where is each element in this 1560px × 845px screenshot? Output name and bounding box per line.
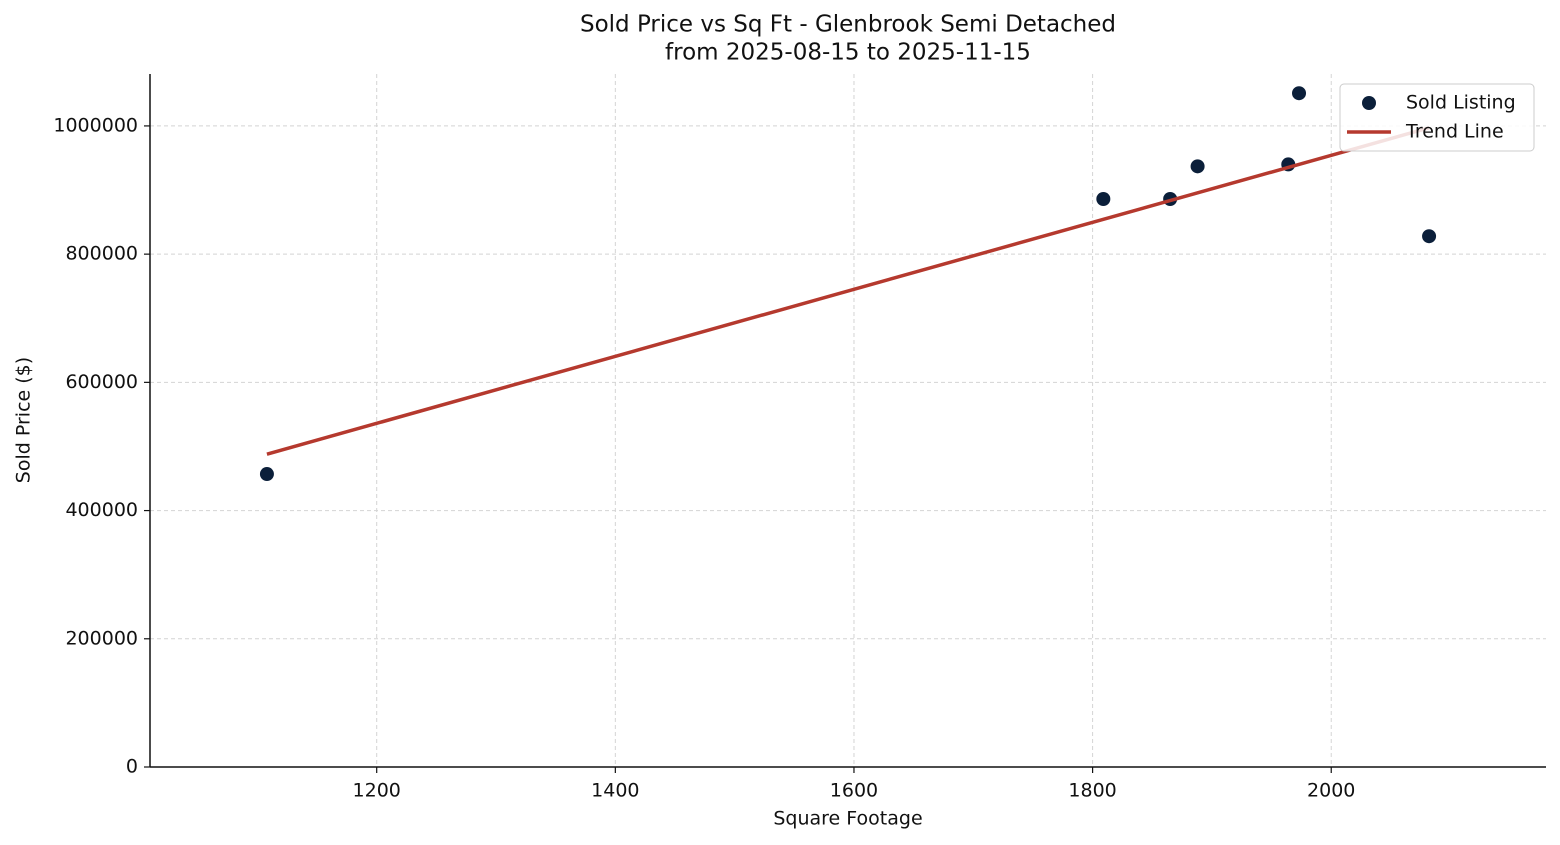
y-tick-label: 600000 — [65, 371, 138, 393]
legend-label: Sold Listing — [1406, 92, 1516, 114]
data-point — [1190, 159, 1205, 174]
y-tick-label: 0 — [126, 756, 138, 778]
y-tick-label: 400000 — [65, 499, 138, 521]
y-axis-label: Sold Price ($) — [13, 357, 35, 483]
y-tick-label: 800000 — [65, 243, 138, 265]
data-point — [1422, 229, 1437, 244]
data-point — [1096, 192, 1111, 207]
x-tick-label: 1800 — [1068, 780, 1116, 802]
data-point — [259, 467, 274, 482]
legend-label: Trend Line — [1405, 121, 1504, 143]
chart-subtitle: from 2025-08-15 to 2025-11-15 — [665, 40, 1031, 66]
x-tick-label: 1200 — [353, 780, 401, 802]
chart-title: Sold Price vs Sq Ft - Glenbrook Semi Det… — [580, 12, 1116, 38]
x-tick-label: 1400 — [591, 780, 639, 802]
legend: Sold Listing Trend Line — [1339, 83, 1535, 152]
trend-line — [266, 126, 1430, 456]
y-tick-label: 1000000 — [53, 114, 138, 136]
y-tick-label: 200000 — [65, 627, 138, 649]
x-tick-label: 2000 — [1307, 780, 1355, 802]
x-tick-label: 1600 — [830, 780, 878, 802]
legend-box — [1339, 83, 1535, 152]
data-point — [1292, 86, 1307, 101]
legend-swatch — [1362, 96, 1376, 110]
x-axis-label: Square Footage — [773, 808, 922, 830]
